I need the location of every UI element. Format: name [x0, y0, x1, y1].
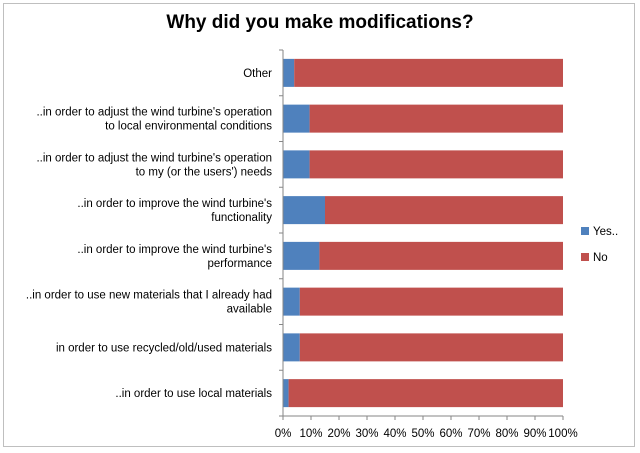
x-tick-label-7: 70%	[467, 428, 490, 440]
bar-no-3	[325, 196, 563, 225]
bar-yes-1	[283, 104, 310, 133]
category-label-4: ..in order to improve the wind turbine's…	[77, 244, 272, 270]
bar-yes-5	[283, 287, 300, 316]
bar-yes-4	[283, 241, 320, 270]
legend-swatch-yes	[581, 227, 589, 235]
legend-label-yes: Yes..	[593, 226, 618, 238]
bar-yes-0	[283, 58, 295, 87]
bar-yes-6	[283, 333, 300, 362]
bar-no-0	[294, 58, 563, 87]
bar-no-1	[309, 104, 563, 133]
x-tick-label-6: 60%	[439, 428, 462, 440]
chart-title: Why did you make modifications?	[166, 12, 474, 33]
legend-label-no: No	[593, 252, 608, 264]
x-tick-label-10: 100%	[548, 428, 577, 440]
category-label-1: ..in order to adjust the wind turbine's …	[36, 107, 272, 133]
x-tick-label-0: 0%	[275, 428, 292, 440]
bar-no-7	[288, 379, 563, 408]
x-tick-label-5: 50%	[411, 428, 434, 440]
x-tick-label-8: 80%	[495, 428, 518, 440]
x-tick-label-4: 40%	[383, 428, 406, 440]
category-label-0: Other	[243, 68, 272, 80]
category-label-2: ..in order to adjust the wind turbine's …	[36, 152, 272, 178]
bar-no-5	[299, 287, 563, 316]
category-label-5: ..in order to use new materials that I a…	[26, 290, 272, 316]
category-label-6: in order to use recycled/old/used materi…	[56, 342, 272, 354]
bar-yes-2	[283, 150, 310, 179]
bar-no-6	[299, 333, 563, 362]
bar-no-4	[319, 241, 563, 270]
category-label-3: ..in order to improve the wind turbine's…	[77, 198, 272, 224]
legend-swatch-no	[581, 253, 589, 261]
bar-yes-7	[283, 379, 289, 408]
x-tick-label-2: 20%	[327, 428, 350, 440]
x-tick-label-9: 90%	[523, 428, 546, 440]
bar-yes-3	[283, 196, 325, 225]
bar-no-2	[309, 150, 563, 179]
x-tick-label-1: 10%	[299, 428, 322, 440]
x-tick-label-3: 30%	[355, 428, 378, 440]
category-label-7: ..in order to use local materials	[115, 388, 272, 400]
